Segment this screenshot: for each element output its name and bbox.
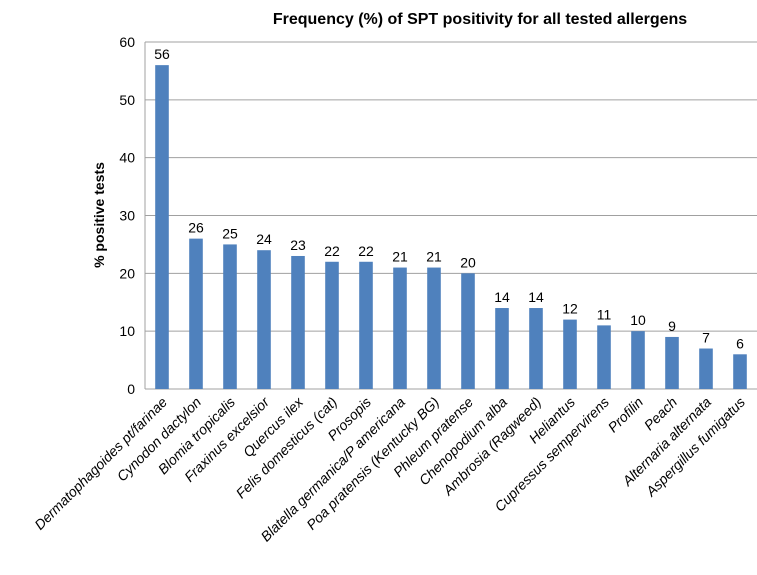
x-tick-label: Dermatophagoides pt/farinae bbox=[31, 394, 170, 533]
data-label: 20 bbox=[460, 254, 476, 270]
data-label: 23 bbox=[290, 237, 306, 253]
bar bbox=[665, 336, 679, 389]
data-label: 21 bbox=[392, 249, 408, 265]
bar bbox=[189, 238, 203, 389]
data-label: 22 bbox=[324, 243, 340, 259]
data-label: 21 bbox=[426, 249, 442, 265]
chart-title: Frequency (%) of SPT positivity for all … bbox=[273, 11, 687, 28]
data-label: 56 bbox=[154, 46, 170, 62]
data-label: 24 bbox=[256, 231, 272, 247]
data-label: 10 bbox=[630, 312, 646, 328]
data-label: 22 bbox=[358, 243, 374, 259]
bar bbox=[325, 261, 339, 389]
bar bbox=[393, 267, 407, 389]
y-axis-label: % positive tests bbox=[91, 162, 107, 268]
bar bbox=[461, 273, 475, 389]
bar bbox=[699, 348, 713, 389]
data-label: 12 bbox=[562, 301, 578, 317]
bar bbox=[257, 250, 271, 389]
data-label: 14 bbox=[494, 289, 510, 305]
y-tick-label: 0 bbox=[127, 381, 135, 397]
y-tick-label: 10 bbox=[119, 323, 135, 339]
x-tick-label: Profilin bbox=[605, 394, 647, 436]
data-label: 11 bbox=[597, 306, 612, 322]
data-label: 9 bbox=[668, 318, 676, 334]
bar bbox=[359, 261, 373, 389]
y-tick-label: 60 bbox=[119, 34, 135, 50]
data-label: 6 bbox=[736, 335, 744, 351]
bar bbox=[597, 325, 611, 389]
data-label: 25 bbox=[222, 225, 238, 241]
bar bbox=[291, 255, 305, 389]
y-tick-label: 40 bbox=[119, 150, 135, 166]
y-tick-label: 20 bbox=[119, 265, 135, 281]
data-label: 7 bbox=[702, 330, 710, 346]
bar bbox=[631, 331, 645, 389]
bar bbox=[155, 65, 169, 389]
bar bbox=[223, 244, 237, 389]
data-label: 14 bbox=[528, 289, 544, 305]
bar bbox=[563, 319, 577, 389]
y-tick-label: 50 bbox=[119, 92, 135, 108]
bar bbox=[427, 267, 441, 389]
bar bbox=[495, 308, 509, 389]
bar bbox=[733, 354, 747, 389]
y-tick-label: 30 bbox=[119, 208, 135, 224]
bar bbox=[529, 308, 543, 389]
data-label: 26 bbox=[188, 220, 204, 236]
